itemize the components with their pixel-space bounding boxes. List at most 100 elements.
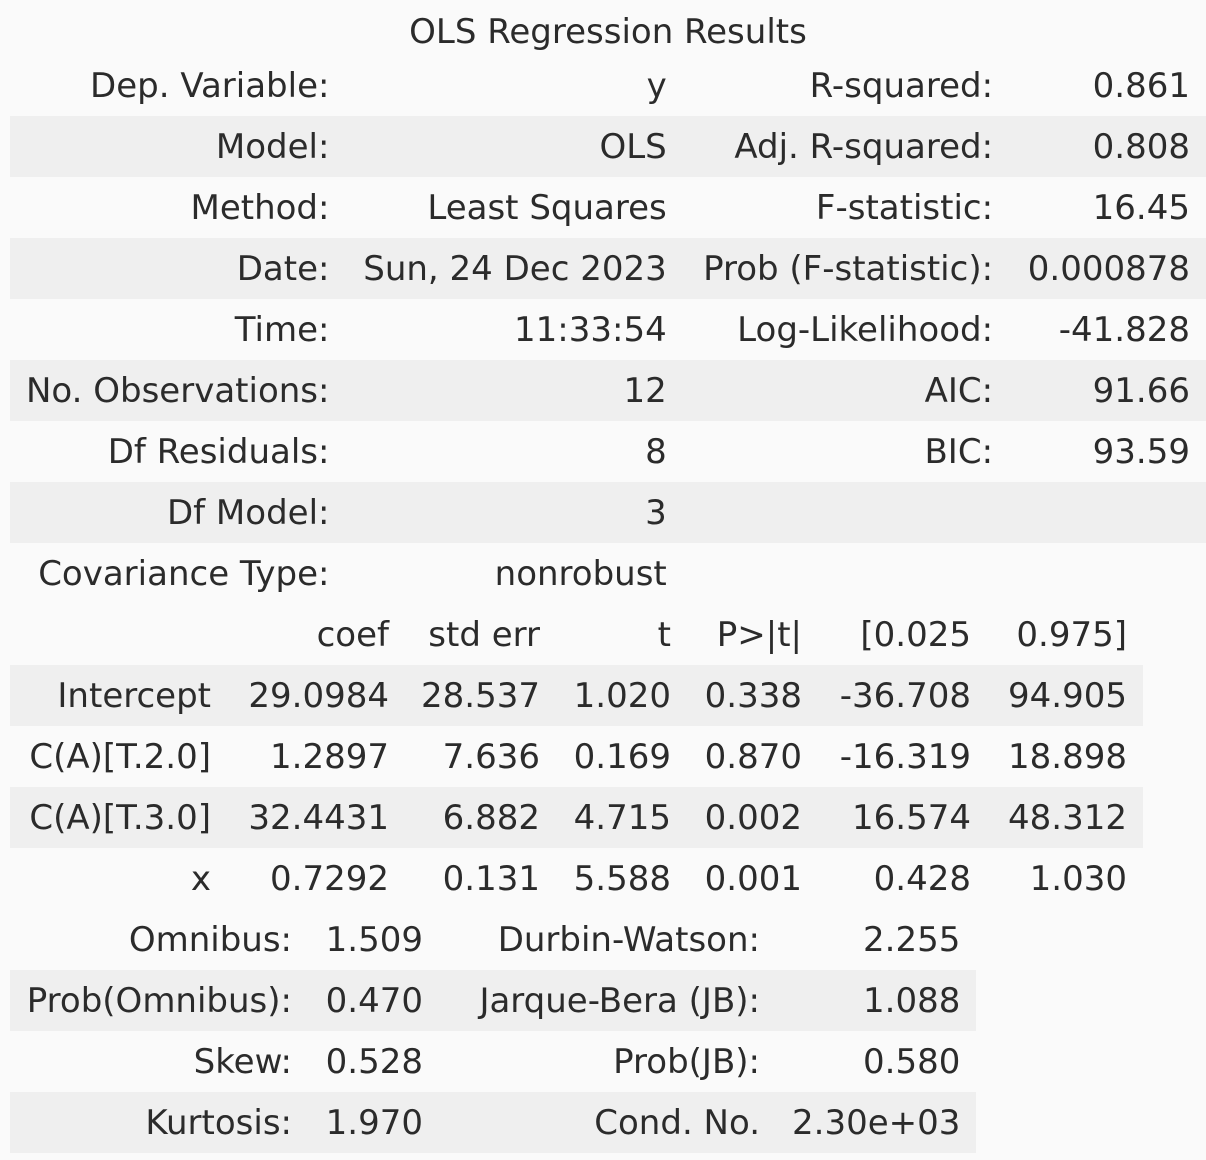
table-cell: 5.588 xyxy=(573,858,671,899)
row-label: BIC: xyxy=(924,431,994,472)
table-row: Model: OLS Adj. R-squared: 0.808 xyxy=(10,116,1206,177)
row-label: Model: xyxy=(10,116,346,177)
row-label: Df Model: xyxy=(10,482,346,543)
table-cell: 0.001 xyxy=(704,858,802,899)
table-row: C(A)[T.2.0] 1.2897 7.636 0.169 0.870 -16… xyxy=(10,726,1143,787)
table-cell: 0.169 xyxy=(573,736,671,777)
row-label: AIC: xyxy=(682,360,1010,421)
table-cell: 0.338 xyxy=(687,665,818,726)
row-value: nonrobust xyxy=(494,553,667,594)
table-cell: 32.4431 xyxy=(227,787,405,848)
row-label xyxy=(682,482,1010,543)
row-label: Dep. Variable: xyxy=(90,65,330,106)
table-cell: 94.905 xyxy=(987,665,1143,726)
row-value: 2.30e+03 xyxy=(776,1092,977,1153)
row-label: Log-Likelihood: xyxy=(737,309,994,350)
table-cell: 28.537 xyxy=(405,665,556,726)
table-row: C(A)[T.3.0] 32.4431 6.882 4.715 0.002 16… xyxy=(10,787,1143,848)
table-cell: 1.020 xyxy=(556,665,687,726)
table-cell: 0.428 xyxy=(873,858,971,899)
table-caption: OLS Regression Results xyxy=(409,12,807,52)
row-value: 91.66 xyxy=(1009,360,1206,421)
table-row: Kurtosis: 1.970 Cond. No. 2.30e+03 xyxy=(10,1092,977,1153)
model-summary-table: Dep. Variable: y R-squared: 0.861 Model:… xyxy=(10,55,1206,604)
row-value xyxy=(1009,543,1206,604)
row-label: Kurtosis: xyxy=(10,1092,308,1153)
row-value xyxy=(1009,482,1206,543)
row-value: 3 xyxy=(345,482,683,543)
row-value: 1.088 xyxy=(776,970,977,1031)
table-row: x 0.7292 0.131 5.588 0.001 0.428 1.030 xyxy=(10,848,1143,909)
table-cell: 1.030 xyxy=(1029,858,1127,899)
column-header: P>|t| xyxy=(716,614,802,655)
row-label: Durbin-Watson: xyxy=(497,919,760,960)
table-row: No. Observations: 12 AIC: 91.66 xyxy=(10,360,1206,421)
row-label: Prob(JB): xyxy=(613,1041,760,1082)
row-label: Intercept xyxy=(10,665,227,726)
table-row: Skew: 0.528 Prob(JB): 0.580 xyxy=(10,1031,976,1092)
row-label: No. Observations: xyxy=(10,360,346,421)
row-label: Prob (F-statistic): xyxy=(682,238,1010,299)
table-cell: 0.131 xyxy=(442,858,540,899)
row-value: 16.45 xyxy=(1092,187,1190,228)
table-cell: 7.636 xyxy=(442,736,540,777)
table-row: Df Residuals: 8 BIC: 93.59 xyxy=(10,421,1206,482)
coefficient-table: coef std err t P>|t| [0.025 0.975] Inter… xyxy=(10,604,1143,909)
table-cell: -16.319 xyxy=(839,736,971,777)
table-cell: 6.882 xyxy=(405,787,556,848)
row-label: F-statistic: xyxy=(815,187,994,228)
row-label: Covariance Type: xyxy=(38,553,330,594)
table-row: Dep. Variable: y R-squared: 0.861 xyxy=(10,55,1206,116)
row-label: Cond. No. xyxy=(439,1092,776,1153)
row-label: Jarque-Bera (JB): xyxy=(439,970,776,1031)
row-value: OLS xyxy=(345,116,683,177)
row-value: 0.528 xyxy=(325,1041,423,1082)
row-value: 93.59 xyxy=(1092,431,1190,472)
row-label: C(A)[T.2.0] xyxy=(29,736,211,777)
row-value: Least Squares xyxy=(427,187,667,228)
row-label: Prob(Omnibus): xyxy=(10,970,308,1031)
diagnostics-table: Omnibus: 1.509 Durbin-Watson: 2.255 Prob… xyxy=(10,909,977,1153)
table-cell: 0.002 xyxy=(687,787,818,848)
column-header: 0.975] xyxy=(1016,614,1127,655)
table-cell: 29.0984 xyxy=(227,665,405,726)
row-label: Method: xyxy=(190,187,330,228)
row-label: Adj. R-squared: xyxy=(682,116,1010,177)
row-value: 11:33:54 xyxy=(514,309,667,350)
row-value: 0.808 xyxy=(1009,116,1206,177)
row-label: Skew: xyxy=(193,1041,292,1082)
table-cell: 0.7292 xyxy=(270,858,389,899)
row-label: Df Residuals: xyxy=(107,431,330,472)
row-value: -41.828 xyxy=(1058,309,1190,350)
row-value: 0.000878 xyxy=(1009,238,1206,299)
column-header: [0.025 xyxy=(860,614,971,655)
row-value: 12 xyxy=(345,360,683,421)
table-cell: 0.870 xyxy=(704,736,802,777)
coef-header-row: coef std err t P>|t| [0.025 0.975] xyxy=(10,604,1143,665)
column-header xyxy=(10,604,227,665)
table-cell: 4.715 xyxy=(556,787,687,848)
row-value: Sun, 24 Dec 2023 xyxy=(345,238,683,299)
row-label: Time: xyxy=(234,309,330,350)
table-row: Omnibus: 1.509 Durbin-Watson: 2.255 xyxy=(10,909,976,970)
table-cell: 16.574 xyxy=(818,787,987,848)
table-row: Date: Sun, 24 Dec 2023 Prob (F-statistic… xyxy=(10,238,1206,299)
row-label: C(A)[T.3.0] xyxy=(10,787,227,848)
table-row: Df Model: 3 xyxy=(10,482,1206,543)
table-row: Time: 11:33:54 Log-Likelihood: -41.828 xyxy=(10,299,1206,360)
table-cell: -36.708 xyxy=(818,665,987,726)
row-value: 0.861 xyxy=(1092,65,1190,106)
row-label xyxy=(683,543,1009,604)
row-value: y xyxy=(646,65,667,106)
column-header: coef xyxy=(316,614,389,655)
row-label: Omnibus: xyxy=(128,919,292,960)
table-cell: 1.2897 xyxy=(270,736,389,777)
column-header: std err xyxy=(428,614,540,655)
row-value: 1.970 xyxy=(308,1092,439,1153)
table-row: Prob(Omnibus): 0.470 Jarque-Bera (JB): 1… xyxy=(10,970,977,1031)
table-row: Method: Least Squares F-statistic: 16.45 xyxy=(10,177,1206,238)
row-value: 2.255 xyxy=(863,919,961,960)
table-row: Intercept 29.0984 28.537 1.020 0.338 -36… xyxy=(10,665,1143,726)
row-label: x xyxy=(190,858,211,899)
table-row: Covariance Type: nonrobust xyxy=(10,543,1206,604)
